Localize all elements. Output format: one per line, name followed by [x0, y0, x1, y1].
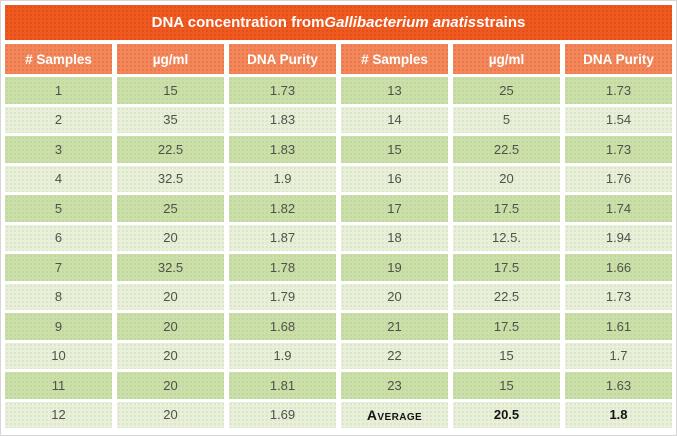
table-cell: 11 — [5, 372, 112, 399]
table-cell: 25 — [117, 195, 224, 222]
table-title: DNA concentration from Gallibacterium an… — [5, 5, 672, 40]
table-cell: 1.83 — [229, 136, 336, 163]
table-cell: 5 — [5, 195, 112, 222]
table-cell: 13 — [341, 77, 448, 104]
table-cell: 15 — [453, 372, 560, 399]
column-header-purity-left: DNA Purity — [229, 44, 336, 74]
column-header-ugml-right: µg/ml — [453, 44, 560, 74]
table-cell: 18 — [341, 224, 448, 251]
table-cell: 9 — [5, 313, 112, 340]
table-cell: 17.5 — [453, 254, 560, 281]
table-cell: 15 — [341, 136, 448, 163]
table-cell: 21 — [341, 313, 448, 340]
table-cell: 16 — [341, 165, 448, 192]
table-cell: 20 — [453, 165, 560, 192]
table-cell: 20 — [117, 342, 224, 369]
column-header-samples-right: # Samples — [341, 44, 448, 74]
table-cell: 32.5 — [117, 165, 224, 192]
table-cell: 20 — [117, 283, 224, 310]
data-table: # Samples µg/ml DNA Purity # Samples µg/… — [5, 44, 672, 428]
table-cell: 20.5 — [453, 401, 560, 428]
table-cell: 12 — [5, 401, 112, 428]
title-species-italic: Gallibacterium anatis — [324, 14, 477, 31]
table-cell: 1.63 — [565, 372, 672, 399]
table-cell: 1.61 — [565, 313, 672, 340]
table-cell: 20 — [341, 283, 448, 310]
table-cell: 1.66 — [565, 254, 672, 281]
table-cell: 1.8 — [565, 401, 672, 428]
table-cell: 19 — [341, 254, 448, 281]
column-header-ugml-left: µg/ml — [117, 44, 224, 74]
average-label: Average — [341, 401, 448, 428]
column-header-purity-right: DNA Purity — [565, 44, 672, 74]
table-cell: 4 — [5, 165, 112, 192]
table-cell: 1.73 — [565, 77, 672, 104]
table-cell: 25 — [453, 77, 560, 104]
table-cell: 1.7 — [565, 342, 672, 369]
table-cell: 1.74 — [565, 195, 672, 222]
table-cell: 17.5 — [453, 195, 560, 222]
table-cell: 23 — [341, 372, 448, 399]
table-cell: 7 — [5, 254, 112, 281]
table-cell: 1.73 — [565, 136, 672, 163]
table-cell: 1.54 — [565, 106, 672, 133]
table-cell: 1.82 — [229, 195, 336, 222]
table-cell: 12.5. — [453, 224, 560, 251]
table-cell: 17.5 — [453, 313, 560, 340]
title-suffix: strains — [476, 14, 526, 31]
table-cell: 8 — [5, 283, 112, 310]
table-cell: 1.83 — [229, 106, 336, 133]
title-prefix: DNA concentration from — [151, 14, 325, 31]
table-cell: 22.5 — [453, 136, 560, 163]
table-cell: 20 — [117, 372, 224, 399]
table-cell: 32.5 — [117, 254, 224, 281]
table-cell: 1.68 — [229, 313, 336, 340]
table-cell: 35 — [117, 106, 224, 133]
table-cell: 1.79 — [229, 283, 336, 310]
table-cell: 15 — [117, 77, 224, 104]
table-cell: 5 — [453, 106, 560, 133]
table-cell: 1.76 — [565, 165, 672, 192]
table-cell: 17 — [341, 195, 448, 222]
table-cell: 1.94 — [565, 224, 672, 251]
table-cell: 3 — [5, 136, 112, 163]
table-cell: 1.87 — [229, 224, 336, 251]
table-cell: 1.9 — [229, 342, 336, 369]
table-cell: 1.69 — [229, 401, 336, 428]
table-cell: 20 — [117, 224, 224, 251]
table-cell: 20 — [117, 401, 224, 428]
table-cell: 22 — [341, 342, 448, 369]
table-cell: 1.73 — [565, 283, 672, 310]
table-cell: 20 — [117, 313, 224, 340]
table-cell: 1.81 — [229, 372, 336, 399]
table-cell: 15 — [453, 342, 560, 369]
column-header-samples-left: # Samples — [5, 44, 112, 74]
table-cell: 2 — [5, 106, 112, 133]
table-cell: 22.5 — [453, 283, 560, 310]
table-cell: 10 — [5, 342, 112, 369]
table-cell: 1.9 — [229, 165, 336, 192]
table-cell: 14 — [341, 106, 448, 133]
table-cell: 22.5 — [117, 136, 224, 163]
table-cell: 1 — [5, 77, 112, 104]
table-cell: 1.78 — [229, 254, 336, 281]
table-cell: 1.73 — [229, 77, 336, 104]
table-cell: 6 — [5, 224, 112, 251]
